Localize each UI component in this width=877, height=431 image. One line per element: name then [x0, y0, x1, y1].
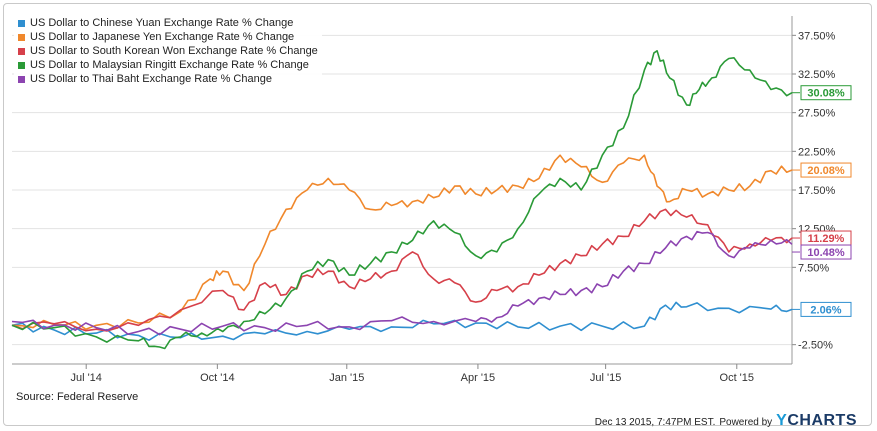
- legend-swatch: [18, 33, 25, 41]
- legend-item[interactable]: US Dollar to Chinese Yuan Exchange Rate …: [18, 16, 318, 30]
- y-tick-label: 32.50%: [798, 69, 836, 81]
- end-label-value: 20.08%: [807, 165, 845, 177]
- series-line: [11, 230, 793, 336]
- x-tick-label: Apr '15: [461, 372, 496, 384]
- legend-swatch: [18, 61, 25, 69]
- end-label-value: 30.08%: [807, 88, 845, 100]
- y-tick-label: 7.50%: [798, 262, 829, 274]
- legend-item[interactable]: US Dollar to Thai Baht Exchange Rate % C…: [18, 72, 318, 86]
- end-label-value: 2.06%: [810, 304, 841, 316]
- end-label-value: 11.29%: [808, 233, 845, 245]
- powered-by-label: Powered by: [719, 417, 773, 428]
- y-tick-label: 37.50%: [798, 30, 836, 42]
- legend-label: US Dollar to South Korean Won Exchange R…: [30, 45, 318, 57]
- y-tick-label: 27.50%: [798, 108, 836, 120]
- legend-item[interactable]: US Dollar to Japanese Yen Exchange Rate …: [18, 30, 318, 44]
- footer: Dec 13 2015, 7:47PM EST. Powered by YCHA…: [595, 412, 857, 430]
- series-line: [11, 301, 793, 341]
- legend-label: US Dollar to Japanese Yen Exchange Rate …: [30, 31, 295, 43]
- end-label-box: [800, 301, 852, 317]
- legend-swatch: [18, 75, 25, 83]
- chart-frame: -2.50% 7.50% 12.50% 17.50% 22.50% 27.50% 32.50…: [3, 3, 872, 429]
- y-tick-label: 17.50%: [798, 185, 836, 197]
- series-line: [11, 154, 793, 331]
- end-label-value: 10.48%: [807, 247, 845, 259]
- legend-swatch: [18, 47, 25, 55]
- legend-label: US Dollar to Malaysian Ringitt Exchange …: [30, 59, 309, 71]
- legend-item[interactable]: US Dollar to Malaysian Ringitt Exchange …: [18, 58, 318, 72]
- x-tick-label: Jul '14: [70, 372, 101, 384]
- series-line: [11, 50, 793, 350]
- legend-label: US Dollar to Thai Baht Exchange Rate % C…: [30, 73, 272, 85]
- series-line: [11, 208, 793, 332]
- legend-swatch: [18, 19, 25, 27]
- x-tick-label: Jan '15: [329, 372, 364, 384]
- x-tick-label: Oct '14: [200, 372, 235, 384]
- timestamp: Dec 13 2015, 7:47PM EST.: [594, 417, 716, 428]
- y-tick-label: 22.50%: [798, 146, 836, 158]
- legend: US Dollar to Chinese Yuan Exchange Rate …: [14, 14, 322, 88]
- source-note: Source: Federal Reserve: [16, 391, 139, 403]
- y-tick-label: -2.50%: [798, 340, 833, 352]
- legend-label: US Dollar to Chinese Yuan Exchange Rate …: [30, 17, 294, 29]
- end-label-box: [800, 85, 852, 101]
- x-tick-label: Jul '15: [590, 372, 621, 384]
- ycharts-logo[interactable]: YCHARTS: [776, 412, 857, 429]
- x-tick-label: Oct '15: [720, 372, 755, 384]
- chart: -2.50%7.50%12.50%17.50%22.50%27.50%32.50…: [11, 16, 852, 384]
- legend-item[interactable]: US Dollar to South Korean Won Exchange R…: [18, 44, 318, 58]
- end-label-box: [800, 162, 852, 178]
- end-label-box: [800, 244, 852, 260]
